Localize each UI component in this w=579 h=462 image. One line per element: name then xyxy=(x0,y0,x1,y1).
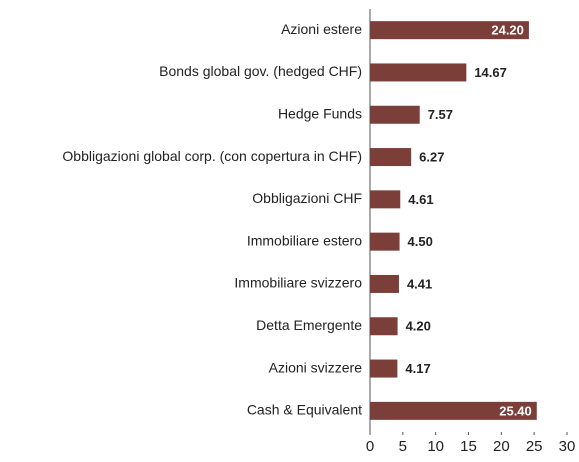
y-tick-label: Bonds global gov. (hedged CHF) xyxy=(159,63,362,79)
y-tick-label: Hedge Funds xyxy=(278,105,362,121)
value-label: 24.20 xyxy=(491,23,524,38)
y-tick-label: Obbligazioni CHF xyxy=(252,190,362,206)
bar xyxy=(370,317,398,336)
bar xyxy=(370,401,537,420)
y-tick-label: Immobiliare svizzero xyxy=(234,275,362,291)
x-tick-label: 10 xyxy=(427,438,444,455)
value-label: 4.17 xyxy=(405,361,430,376)
bar xyxy=(370,232,400,251)
x-tick-label: 5 xyxy=(399,438,407,455)
y-tick-label: Azioni estere xyxy=(281,21,362,37)
y-tick-label: Detta Emergente xyxy=(256,317,362,333)
bar xyxy=(370,274,399,293)
value-label: 4.61 xyxy=(408,192,433,207)
x-tick-label: 30 xyxy=(559,438,576,455)
y-tick-label: Immobiliare estero xyxy=(247,232,362,248)
value-label: 14.67 xyxy=(474,65,507,80)
bar xyxy=(370,359,398,378)
y-tick-label: Obbligazioni global corp. (con copertura… xyxy=(62,148,362,164)
value-label: 4.20 xyxy=(406,319,431,334)
bar xyxy=(370,63,467,82)
bar xyxy=(370,105,420,124)
value-label: 4.50 xyxy=(408,234,433,249)
bar xyxy=(370,21,529,40)
value-label: 6.27 xyxy=(419,149,444,164)
value-label: 7.57 xyxy=(428,107,453,122)
y-tick-label: Azioni svizzere xyxy=(269,359,363,375)
bar xyxy=(370,190,401,209)
y-tick-label: Cash & Equivalent xyxy=(247,402,362,418)
x-tick-label: 25 xyxy=(526,438,543,455)
x-tick-label: 0 xyxy=(366,438,374,455)
x-tick-label: 15 xyxy=(460,438,477,455)
value-label: 4.41 xyxy=(407,276,432,291)
value-label: 25.40 xyxy=(499,403,532,418)
x-tick-label: 20 xyxy=(493,438,510,455)
bar xyxy=(370,148,412,167)
